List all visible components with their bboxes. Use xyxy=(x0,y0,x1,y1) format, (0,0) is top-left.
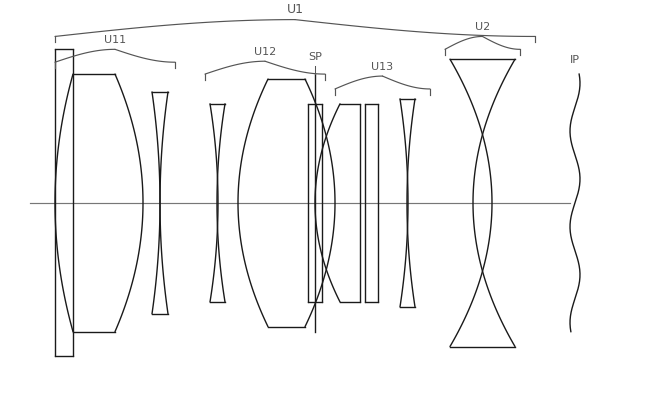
Text: U12: U12 xyxy=(254,47,276,57)
Text: U2: U2 xyxy=(475,22,490,32)
Text: U1: U1 xyxy=(287,3,304,16)
Text: U11: U11 xyxy=(104,35,126,45)
Text: IP: IP xyxy=(570,55,580,65)
Text: SP: SP xyxy=(308,52,322,62)
Text: U13: U13 xyxy=(371,62,393,72)
